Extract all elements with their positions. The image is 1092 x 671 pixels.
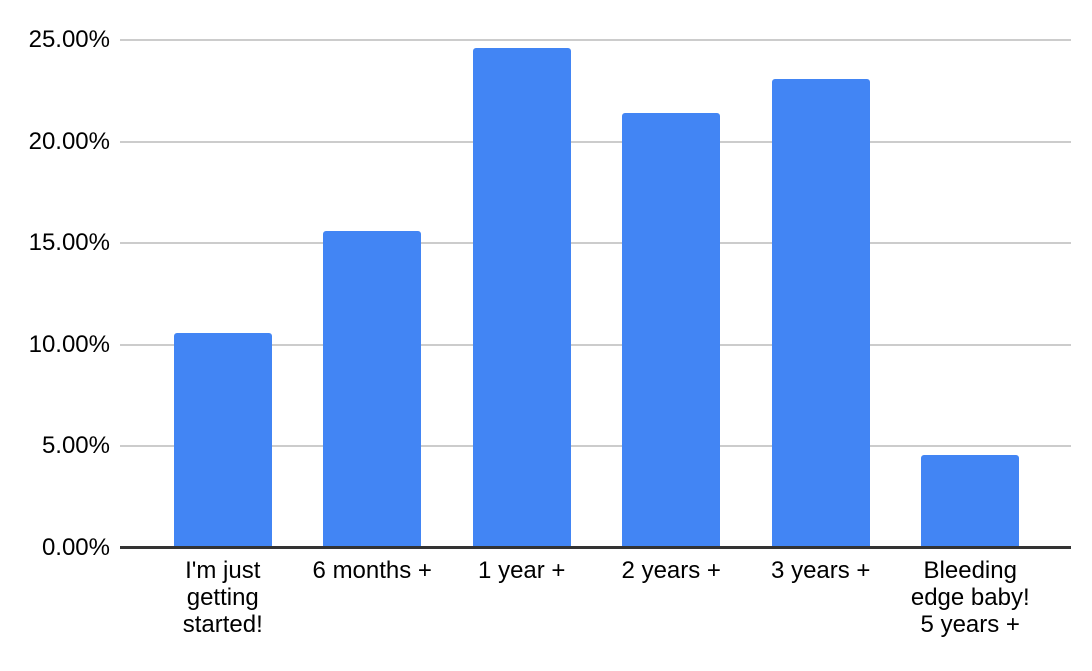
gridline [120, 343, 1071, 346]
bar [323, 231, 422, 548]
gridline [120, 39, 1071, 41]
x-axis-label: Bleeding edge baby! 5 years + [910, 557, 1030, 638]
bar-slot [896, 40, 1046, 548]
bar [921, 455, 1020, 548]
y-axis-tick-label: 0.00% [41, 534, 110, 561]
bar [622, 113, 721, 548]
y-axis-tick-label: 25.00% [28, 26, 110, 53]
x-axis-label: 6 months + [312, 557, 432, 584]
y-axis-tick-label: 5.00% [41, 432, 110, 460]
y-axis: 0.00% 5.00% 10.00% 15.00% 20.00% 25.00% [0, 0, 110, 671]
gridline [120, 242, 1071, 245]
x-axis-label: I'm just getting started! [182, 557, 263, 638]
x-axis-label: 1 year + [478, 557, 566, 584]
bar [472, 48, 571, 548]
bar [771, 79, 870, 548]
bar-slot [597, 40, 747, 548]
y-axis-tick-label: 20.00% [28, 127, 110, 155]
y-axis-tick-label: 10.00% [28, 330, 110, 358]
x-axis-label: 2 years + [621, 557, 721, 584]
bar-slot [298, 40, 448, 548]
gridline [120, 445, 1071, 448]
bar-slot [447, 40, 597, 548]
x-axis-baseline [120, 546, 1071, 549]
bar [173, 333, 272, 548]
gridline [120, 140, 1071, 143]
y-axis-tick-label: 15.00% [28, 229, 110, 257]
x-axis: I'm just getting started! 6 months + 1 yea… [148, 557, 1045, 638]
x-axis-label: 3 years + [771, 557, 871, 584]
bar-slot [148, 40, 298, 548]
plot-area [120, 39, 1071, 549]
bar-slot [746, 40, 896, 548]
bar-series [148, 40, 1045, 548]
